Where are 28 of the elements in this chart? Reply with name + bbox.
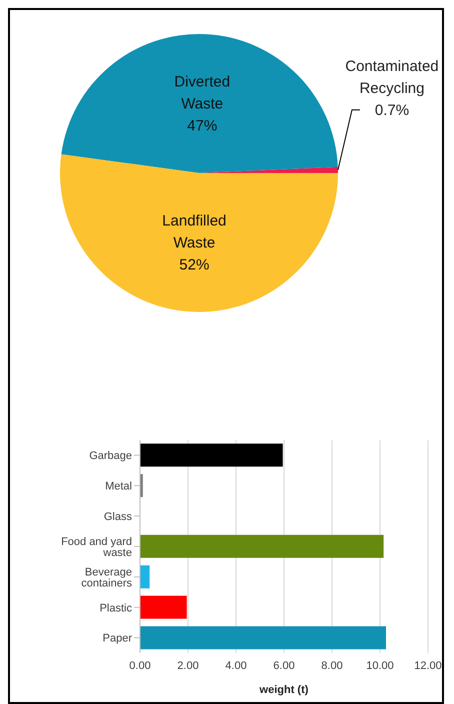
x-tick-label: 6.00	[273, 660, 295, 672]
bar	[140, 596, 187, 619]
data-label: 0.7%	[374, 102, 410, 119]
slice-label: Contaminated Recycling	[345, 58, 439, 97]
bar	[140, 534, 384, 558]
y-tick-label: Paper	[102, 632, 132, 645]
x-tick-label: 8.00	[321, 660, 343, 672]
y-tick-label: Food and yard waste	[61, 536, 132, 559]
bar	[140, 444, 283, 467]
y-tick-label: Metal	[105, 480, 132, 493]
x-tick-label: 0.00	[129, 660, 151, 672]
x-tick-label: 2.00	[177, 660, 199, 672]
bar	[140, 565, 150, 588]
y-tick-label: Plastic	[100, 602, 132, 614]
bar	[140, 626, 386, 650]
slice-label: Landfilled Waste	[162, 212, 226, 252]
data-label: 47%	[187, 118, 218, 135]
x-tick-label: 10.00	[366, 660, 394, 672]
y-tick-label: Glass	[104, 510, 132, 523]
x-tick-label: 4.00	[225, 660, 247, 672]
pie-slice	[60, 154, 338, 312]
x-tick-label: 12.00	[414, 660, 442, 672]
data-label: 52%	[179, 256, 210, 274]
pie-slice	[61, 34, 338, 173]
y-tick-label: Beverage containers	[81, 566, 132, 590]
x-axis-title: weight (t)	[258, 684, 309, 696]
slice-label: Diverted Waste	[174, 74, 230, 113]
y-tick-label: Garbage	[89, 450, 132, 462]
